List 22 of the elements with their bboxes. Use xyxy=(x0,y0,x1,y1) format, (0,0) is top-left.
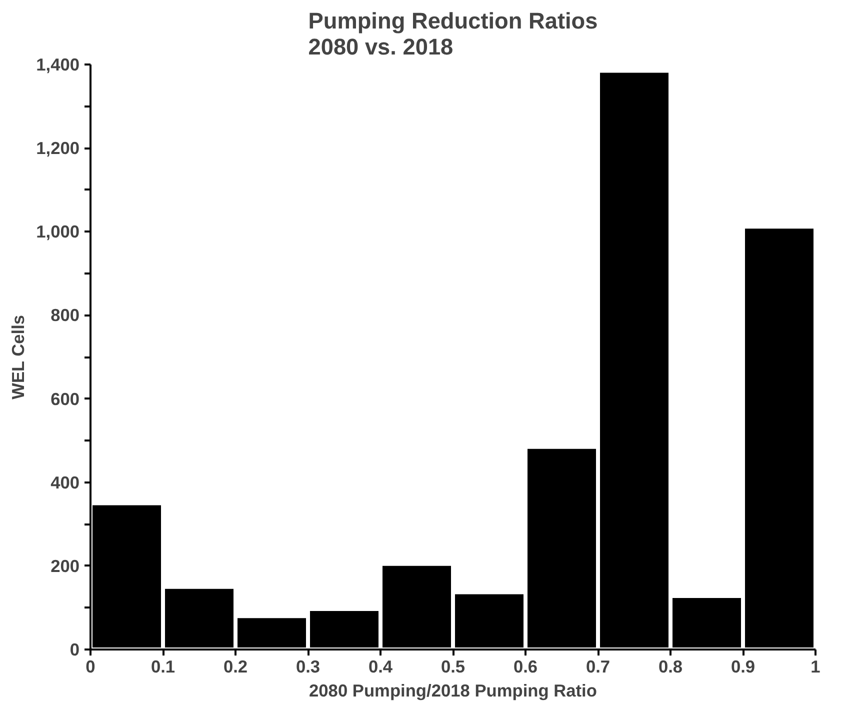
x-tick-label: 0.3 xyxy=(296,656,320,676)
x-tick-label: 0.5 xyxy=(440,656,466,676)
y-tick-label: 800 xyxy=(50,305,80,326)
y-tick-label: 0 xyxy=(70,640,80,660)
y-tick-label: 400 xyxy=(50,472,80,492)
x-tick-label: 0.2 xyxy=(223,656,248,676)
x-tick-label: 1 xyxy=(810,656,821,676)
x-tick-label: 0.9 xyxy=(730,656,756,676)
x-axis-title: 2080 Pumping/2018 Pumping Ratio xyxy=(309,680,597,700)
y-tick-label: 1,400 xyxy=(36,54,80,74)
x-tick-label: 0.6 xyxy=(513,656,538,676)
y-tick-label: 600 xyxy=(50,388,80,409)
chart-title: Pumping Reduction Ratios 2080 vs. 2018 xyxy=(308,8,598,60)
y-tick-label: 200 xyxy=(50,556,80,576)
x-tick-label: 0.4 xyxy=(368,656,393,676)
x-tick-label: 0 xyxy=(86,656,96,676)
x-tick-label: 0.7 xyxy=(586,656,610,676)
y-tick-label: 1,000 xyxy=(36,222,80,242)
x-tick-label: 0.1 xyxy=(150,656,176,676)
y-axis-title: WEL Cells xyxy=(8,314,28,400)
x-tick-label: 0.8 xyxy=(658,656,683,676)
y-tick-label: 1,200 xyxy=(36,138,80,158)
